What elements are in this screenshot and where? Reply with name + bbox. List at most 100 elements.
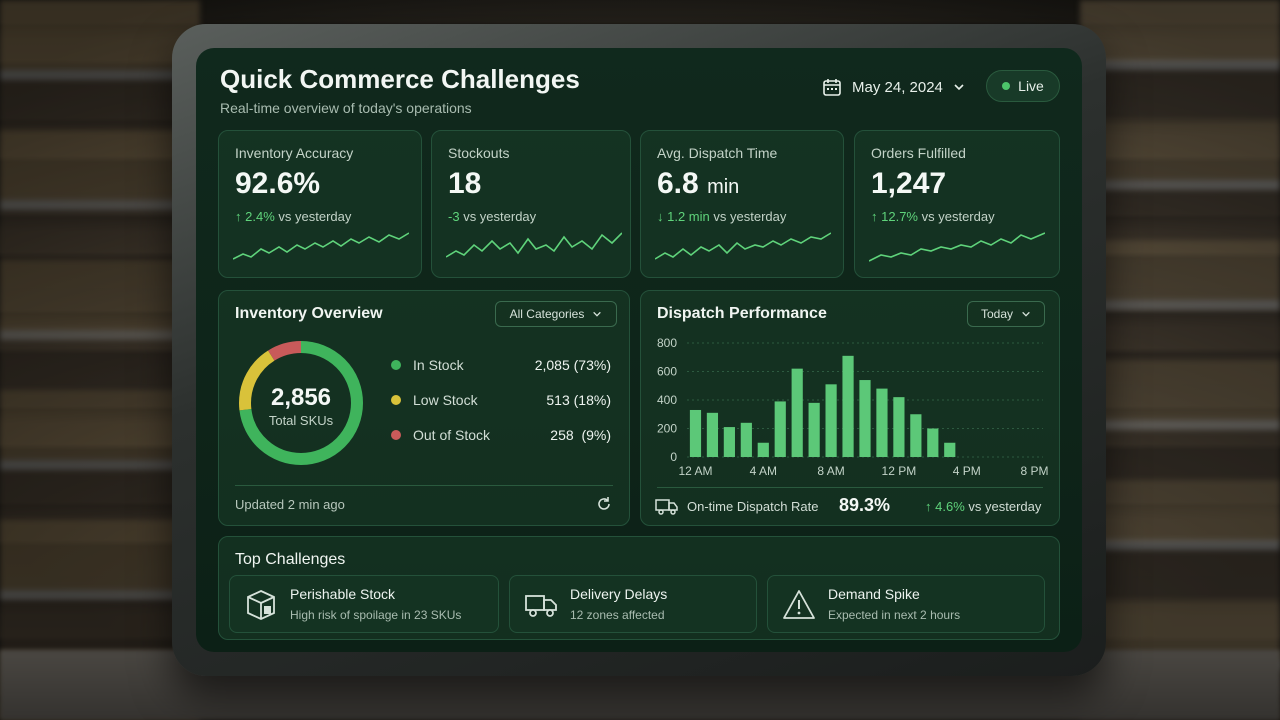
challenge-desc: High risk of spoilage in 23 SKUs (290, 608, 462, 622)
ontime-rate-label: On-time Dispatch Rate (687, 499, 819, 514)
kpi-label: Avg. Dispatch Time (657, 145, 778, 161)
challenge-card-perishable[interactable]: Perishable Stock High risk of spoilage i… (229, 575, 499, 633)
kpi-delta: -3 vs yesterday (448, 209, 537, 224)
x-tick-label: 4 AM (750, 464, 777, 478)
legend-value: 258 (9%) (550, 427, 611, 443)
live-label: Live (1018, 78, 1044, 94)
panel-title: Inventory Overview (235, 305, 383, 322)
inventory-overview-panel: Inventory Overview All Categories 2,856 … (218, 290, 630, 526)
kpi-card-orders-fulfilled[interactable]: Orders Fulfilled 1,247 ↑ 12.7% vs yester… (854, 130, 1060, 278)
donut-segment-out-of-stock (239, 341, 363, 465)
bar-12-am (689, 409, 702, 457)
updated-timestamp: Updated 2 min ago (235, 497, 345, 512)
background-shelf-right (1080, 0, 1280, 720)
challenge-card-delivery-delays[interactable]: Delivery Delays 12 zones affected (509, 575, 757, 633)
page-title: Quick Commerce Challenges (220, 64, 580, 94)
category-filter-label: All Categories (509, 307, 585, 321)
challenge-desc: 12 zones affected (570, 608, 665, 622)
kpi-value: 18 (448, 167, 482, 200)
kpi-label: Stockouts (448, 145, 510, 161)
y-tick-label: 800 (657, 336, 677, 350)
kpi-label: Inventory Accuracy (235, 145, 354, 161)
live-badge[interactable]: Live (986, 70, 1060, 102)
legend-item-out-of-stock: Out of Stock 258 (9%) (391, 425, 611, 445)
sparkline-chart (233, 232, 409, 260)
kpi-value: 6.8 min (657, 167, 740, 200)
chevron-down-icon (1022, 311, 1030, 317)
package-alert-icon (247, 590, 275, 620)
page-subtitle: Real-time overview of today's operations (220, 100, 472, 116)
kpi-delta: ↓ 1.2 min vs yesterday (657, 209, 787, 224)
refresh-icon[interactable] (595, 495, 613, 513)
kpi-delta: ↑ 2.4% vs yesterday (235, 209, 352, 224)
kpi-value: 92.6% (235, 167, 321, 200)
inventory-donut-chart: 2,856 Total SKUs (239, 341, 363, 465)
challenge-title: Delivery Delays (570, 586, 668, 602)
bar-9-am (842, 355, 854, 457)
sparkline-chart (869, 232, 1045, 262)
bar-3-am (740, 422, 752, 457)
divider (657, 487, 1043, 488)
kpi-card-stockouts[interactable]: Stockouts 18 -3 vs yesterday (431, 130, 631, 278)
challenge-desc: Expected in next 2 hours (828, 608, 961, 622)
y-tick-label: 200 (657, 422, 677, 436)
calendar-icon (823, 79, 841, 96)
x-tick-label: 12 PM (882, 464, 917, 478)
bar-5-am (774, 401, 786, 457)
bar-1-pm (910, 414, 922, 457)
warning-icon (783, 590, 815, 619)
background-shelf-left (0, 0, 200, 720)
legend-value: 513 (18%) (546, 392, 611, 408)
bar-4-am (757, 442, 769, 457)
challenge-card-demand-spike[interactable]: Demand Spike Expected in next 2 hours (767, 575, 1045, 633)
legend-dot-icon (391, 395, 401, 405)
x-tick-label: 8 PM (1021, 464, 1049, 478)
time-range-select[interactable]: Today (967, 301, 1045, 327)
x-tick-label: 4 PM (953, 464, 981, 478)
ontime-rate-value: 89.3% (839, 495, 891, 515)
donut-total-label: Total SKUs (269, 413, 334, 428)
donut-total-value: 2,856 (271, 384, 331, 411)
date-picker[interactable]: May 24, 2024 (822, 74, 965, 100)
dispatch-performance-panel: Dispatch Performance Today 0 200 400 600 800… (640, 290, 1060, 526)
truck-icon (525, 595, 557, 617)
category-filter-select[interactable]: All Categories (495, 301, 617, 327)
legend-dot-icon (391, 360, 401, 370)
kpi-card-inventory-accuracy[interactable]: Inventory Accuracy 92.6% ↑ 2.4% vs yeste… (218, 130, 422, 278)
bar-8-am (825, 384, 837, 457)
live-dot-icon (1002, 82, 1011, 90)
legend-value: 2,085 (73%) (534, 357, 611, 373)
donut-segment-low-stock (239, 341, 363, 465)
x-tick-label: 12 AM (678, 464, 712, 478)
kpi-value: 1,247 (871, 167, 947, 200)
challenge-title: Perishable Stock (290, 586, 396, 602)
legend-label: Out of Stock (413, 427, 491, 443)
bar-12-pm (893, 397, 905, 457)
kpi-card-dispatch-time[interactable]: Avg. Dispatch Time 6.8 min ↓ 1.2 min vs … (640, 130, 844, 278)
chevron-down-icon (954, 84, 964, 91)
top-challenges-panel: Top Challenges Perishable Stock High ris… (218, 536, 1060, 640)
y-tick-label: 600 (657, 365, 677, 379)
legend-item-in-stock: In Stock 2,085 (73%) (391, 355, 611, 375)
legend-label: In Stock (413, 357, 464, 373)
bar-11-am (876, 388, 888, 457)
dispatch-bar-chart: 0 200 400 600 800 12 AM 4 AM 8 AM 12 PM 4 PM 8 PM (657, 336, 1049, 478)
y-tick-label: 0 (670, 450, 677, 464)
bar-6-am (791, 368, 803, 457)
chevron-down-icon (593, 311, 602, 317)
kpi-label: Orders Fulfilled (871, 145, 966, 161)
bar-10-am (859, 380, 871, 457)
bar-2-am (723, 427, 735, 457)
legend-item-low-stock: Low Stock 513 (18%) (391, 390, 611, 410)
y-tick-label: 400 (657, 393, 677, 407)
dashboard-screen: Quick Commerce Challenges Real-time over… (196, 48, 1082, 652)
legend-dot-icon (391, 430, 401, 440)
panel-title: Top Challenges (235, 551, 346, 568)
legend-label: Low Stock (413, 392, 478, 408)
bar-2-pm (927, 428, 939, 457)
x-tick-label: 8 AM (817, 464, 844, 478)
ontime-rate-delta: ↑ 4.6% vs yesterday (925, 499, 1042, 514)
sparkline-chart (655, 232, 831, 260)
kpi-delta: ↑ 12.7% vs yesterday (871, 209, 995, 224)
bar-3-pm (944, 442, 956, 457)
